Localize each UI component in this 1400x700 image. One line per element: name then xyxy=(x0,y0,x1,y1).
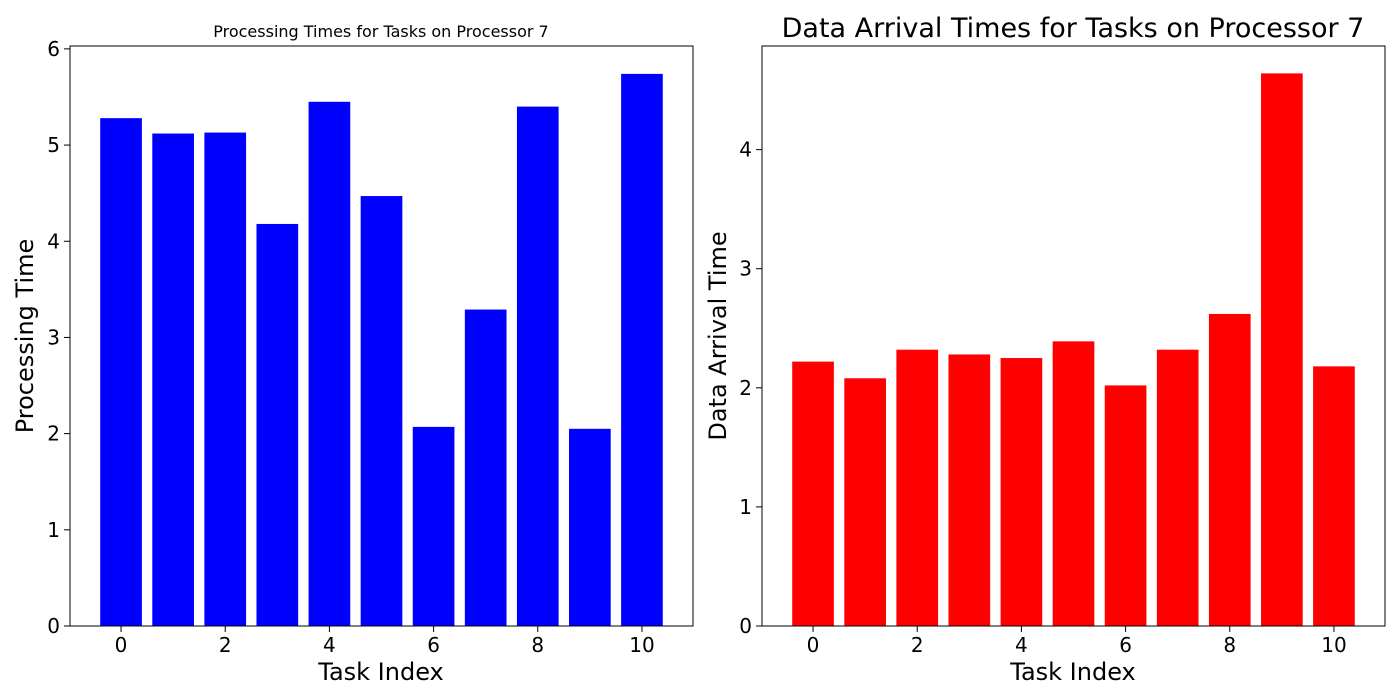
x-tick-label: 2 xyxy=(911,633,924,657)
y-tick-label: 1 xyxy=(47,518,60,542)
y-axis-ticks: 0 1 2 3 4 5 6 xyxy=(47,37,70,638)
bar-task-4 xyxy=(308,101,351,627)
bar-task-9 xyxy=(1261,73,1303,626)
bar-task-3 xyxy=(256,223,299,627)
bar-task-6 xyxy=(412,426,455,626)
bar-task-8 xyxy=(1208,313,1251,626)
bar-task-10 xyxy=(621,73,663,627)
bar-task-7 xyxy=(1156,349,1199,626)
bar-task-1 xyxy=(844,378,886,626)
plot-frame xyxy=(69,45,694,627)
y-tick-label: 2 xyxy=(47,422,60,446)
bar-task-5 xyxy=(360,196,403,626)
x-axis-label: Task Index xyxy=(1009,658,1136,686)
bar-group xyxy=(792,73,1355,626)
y-axis-ticks: 0 1 2 3 4 xyxy=(739,138,762,638)
y-tick-label: 3 xyxy=(47,325,60,349)
chart-processing-times: Processing Times for Tasks on Processor … xyxy=(11,22,694,686)
bar-task-0 xyxy=(792,361,834,626)
y-tick-label: 6 xyxy=(47,37,60,61)
chart-title: Data Arrival Times for Tasks on Processo… xyxy=(782,13,1365,44)
x-axis-label: Task Index xyxy=(317,658,444,686)
x-tick-label: 8 xyxy=(531,633,544,657)
bar-task-5 xyxy=(1052,341,1095,626)
x-axis-ticks: 0 2 4 6 8 10 xyxy=(115,626,655,657)
bar-task-3 xyxy=(948,354,991,626)
chart-title: Processing Times for Tasks on Processor … xyxy=(213,22,548,41)
bar-task-4 xyxy=(1000,358,1043,626)
chart-data-arrival-times: Data Arrival Times for Tasks on Processo… xyxy=(704,13,1386,686)
x-axis-ticks: 0 2 4 6 8 10 xyxy=(807,626,1347,657)
y-tick-label: 1 xyxy=(739,495,752,519)
bar-task-2 xyxy=(896,349,939,626)
x-tick-label: 10 xyxy=(629,633,654,657)
x-tick-label: 2 xyxy=(219,633,232,657)
x-tick-label: 8 xyxy=(1223,633,1236,657)
x-tick-label: 0 xyxy=(115,633,128,657)
x-tick-label: 6 xyxy=(1119,633,1132,657)
y-tick-label: 2 xyxy=(739,376,752,400)
bar-task-6 xyxy=(1104,385,1147,626)
y-tick-label: 3 xyxy=(739,257,752,281)
bar-task-1 xyxy=(152,133,194,626)
y-tick-label: 4 xyxy=(739,138,752,162)
x-tick-label: 4 xyxy=(1015,633,1028,657)
plot-frame xyxy=(761,45,1386,627)
bar-task-0 xyxy=(100,118,142,626)
bar-task-9 xyxy=(569,428,611,626)
y-tick-label: 5 xyxy=(47,133,60,157)
bar-task-10 xyxy=(1313,366,1355,626)
y-tick-label: 0 xyxy=(739,614,752,638)
y-tick-label: 0 xyxy=(47,614,60,638)
bar-task-7 xyxy=(464,309,507,626)
x-tick-label: 6 xyxy=(427,633,440,657)
x-tick-label: 4 xyxy=(323,633,336,657)
bar-task-2 xyxy=(204,132,247,626)
x-tick-label: 0 xyxy=(807,633,820,657)
y-tick-label: 4 xyxy=(47,229,60,253)
bar-group xyxy=(100,73,663,627)
y-axis-label: Processing Time xyxy=(11,239,39,434)
x-tick-label: 10 xyxy=(1321,633,1346,657)
y-axis-label: Data Arrival Time xyxy=(704,231,732,440)
bar-task-8 xyxy=(516,106,559,626)
